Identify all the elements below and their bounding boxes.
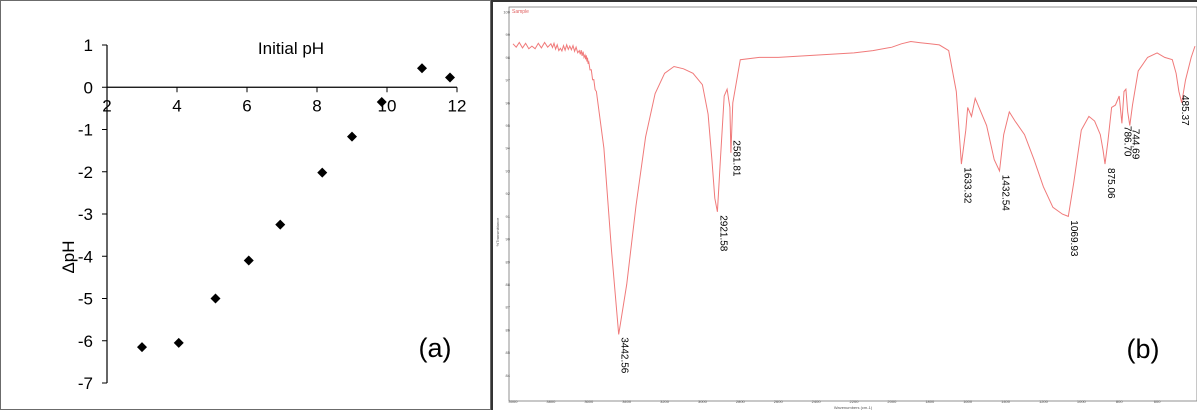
y-tick-label-b: 86: [506, 327, 511, 332]
data-point: [317, 167, 328, 178]
data-points-a: [137, 63, 455, 353]
peak-label: 2921.58: [717, 215, 728, 252]
y-tick-label-b: 92: [506, 191, 511, 196]
x-tick-label: 6: [242, 96, 251, 115]
x-axis-label: Initial pH: [258, 39, 324, 58]
y-tick-label-b: 84: [506, 373, 511, 378]
y-tick-label: -7: [78, 374, 93, 393]
y-tick-label-b: 88: [506, 282, 511, 287]
x-axis-label-b: Wavenumbers (cm-1): [834, 405, 873, 410]
x-tick-label: 8: [312, 96, 321, 115]
y-axis-label: ΔpH: [59, 240, 78, 273]
y-tick-label-b: 96: [506, 100, 511, 105]
x-tick-label-b: 1000: [1077, 399, 1087, 404]
y-tick-label-b: 98: [506, 55, 511, 60]
x-tick-label-b: 3800: [546, 399, 556, 404]
y-axis-label-b: %Transmittance: [495, 217, 500, 247]
panel-label-b: (b): [1127, 334, 1160, 364]
legend-sample: Sample: [512, 9, 529, 15]
spectrum-line: [512, 40, 1196, 335]
x-tick-label: 12: [448, 96, 467, 115]
peak-label: 2581.81: [731, 140, 742, 177]
data-point: [210, 293, 221, 304]
y-tick-label-b: 100: [503, 10, 510, 15]
panel-a: 2 4 6 8 10 12 1 0 -1 -2 -3 -4 -5 -6 -7 Initial pH ΔpH …: [0, 0, 491, 410]
data-point: [376, 97, 387, 108]
y-tick-label: -4: [78, 247, 93, 266]
y-tick-label-b: 91: [506, 214, 511, 219]
y-tick-label-b: 99: [506, 32, 511, 37]
y-tick-label-b: 87: [506, 305, 511, 310]
data-point: [173, 337, 184, 348]
x-tick-label-b: 4000: [509, 399, 519, 404]
data-point: [445, 72, 455, 83]
x-tick-label: 2: [102, 96, 111, 115]
panel-b: 4000 3800 3600 3400 3200 3000 2800 2600 2400 2200…: [491, 0, 1197, 410]
data-point: [137, 342, 147, 353]
x-tick-label-b: 3600: [584, 399, 594, 404]
x-tick-label-b: 600: [1154, 399, 1161, 404]
x-tick-label-b: 2800: [736, 399, 746, 404]
peak-labels: 3442.56 2921.58 2581.81 1633.32 1432.54 1069.…: [619, 95, 1190, 374]
x-tick-label-b: 1400: [1001, 399, 1011, 404]
data-point: [417, 63, 427, 74]
y-tick-label: -6: [78, 332, 93, 351]
peak-label: 1432.54: [999, 175, 1010, 212]
panel-label-a: (a): [419, 333, 452, 363]
x-tick-label-b: 3000: [698, 399, 708, 404]
y-tick-label: -1: [78, 121, 93, 140]
x-tick-label-b: 3400: [622, 399, 632, 404]
y-tick-label: -2: [78, 163, 93, 182]
plot-frame-b: [508, 6, 1197, 402]
y-tick-label-b: 85: [506, 350, 511, 355]
x-tick-label-b: 2400: [812, 399, 822, 404]
ftir-spectrum-plot: 4000 3800 3600 3400 3200 3000 2800 2600 2400 2200…: [495, 6, 1197, 410]
x-tick-label-b: 2600: [774, 399, 784, 404]
x-tick-label-b: 3200: [660, 399, 670, 404]
peak-label: 1633.32: [961, 167, 972, 204]
tick-labels-b: 4000 3800 3600 3400 3200 3000 2800 2600 2400 2200…: [503, 10, 1161, 405]
y-tick-label: 0: [84, 78, 93, 97]
y-tick-label: -3: [78, 205, 93, 224]
axes-a: [102, 44, 458, 384]
peak-label: 744.69: [1130, 129, 1141, 160]
y-tick-label-b: 97: [506, 78, 511, 83]
x-tick-label-b: 1800: [925, 399, 935, 404]
y-tick-label-b: 94: [506, 146, 511, 151]
y-tick-label-b: 90: [506, 237, 511, 242]
y-tick-label-b: 95: [506, 123, 511, 128]
peak-label: 485.37: [1179, 95, 1190, 126]
y-tick-label-b: 93: [506, 168, 511, 173]
x-tick-label: 4: [172, 96, 181, 115]
peak-label: 1069.93: [1068, 220, 1079, 257]
data-point: [275, 219, 286, 230]
y-tick-label-b: 89: [506, 259, 511, 264]
data-point: [347, 131, 357, 142]
peak-label: 875.06: [1105, 168, 1116, 199]
x-tick-label-b: 2000: [887, 399, 897, 404]
peak-label: 786.70: [1122, 126, 1133, 157]
x-tick-label-b: 1600: [963, 399, 973, 404]
x-tick-label-b: 800: [1116, 399, 1123, 404]
x-tick-label-b: 1200: [1039, 399, 1049, 404]
peak-label: 3442.56: [619, 337, 630, 374]
x-tick-label-b: 2200: [850, 399, 860, 404]
data-point: [243, 255, 254, 266]
y-tick-label: -5: [78, 290, 93, 309]
y-tick-label: 1: [84, 36, 93, 55]
